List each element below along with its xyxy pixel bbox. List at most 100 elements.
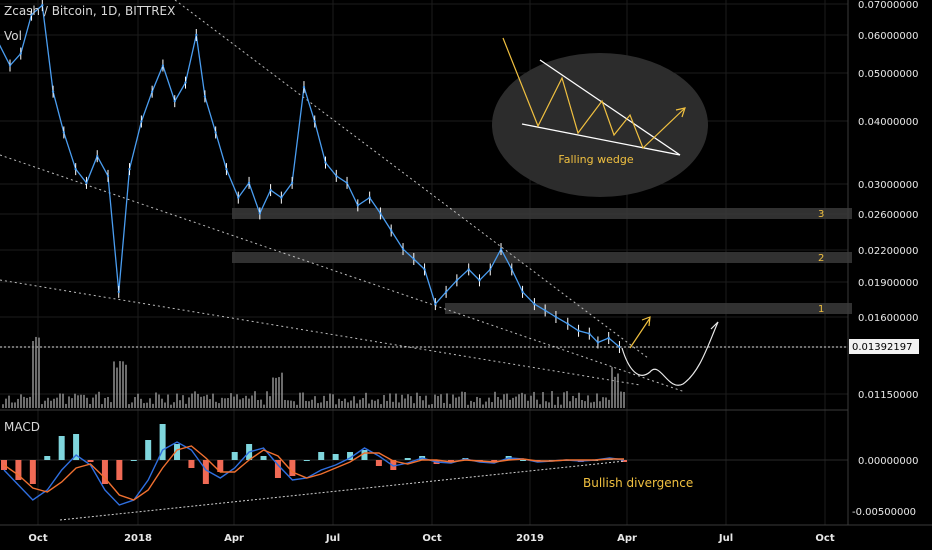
volume-bar [536,399,538,408]
macd-histogram-bar [260,456,267,460]
volume-bar [428,404,430,408]
volume-bar [110,402,112,408]
volume-bar [53,398,55,408]
volume-bar [35,336,37,408]
price-axis[interactable]: 0.07000000 0.06000000 0.05000000 0.04000… [849,0,919,401]
wedge-ellipse [492,53,708,197]
price-point [247,181,251,185]
volume-bar [410,396,412,408]
volume-bar [551,391,553,408]
volume-bar [590,402,592,408]
volume-bar [266,391,268,408]
volume-bar [533,391,535,408]
divergence-trendline [59,460,626,521]
volume-bar [608,399,610,408]
macd-label: MACD [4,420,40,434]
current-price-badge [849,339,919,354]
price-point [489,268,492,271]
volume-bar [518,394,520,408]
volume-bar [182,395,184,408]
volume-bar [281,372,283,408]
volume-bar [371,399,373,408]
volume-bar [593,401,595,408]
volume-bar [476,396,478,408]
volume-bar [614,376,616,408]
time-tick: 2019 [516,533,544,544]
volume-bar [374,400,376,408]
price-point [379,212,382,215]
price-point [237,196,240,199]
volume-bar [209,399,211,408]
volume-bar [584,401,586,408]
volume-bar [296,404,298,408]
volume-bar [2,404,4,408]
wedge-illustration-upper [539,59,681,156]
volume-bar [566,391,568,408]
volume-bar [278,377,280,408]
volume-bar [125,364,127,408]
volume-bar [308,401,310,408]
macd-axis[interactable]: 0.00000000 -0.00500000 [852,456,918,518]
volume-bar [116,367,118,408]
price-tick: 0.01600000 [858,313,918,324]
breakout-arrow [629,317,651,349]
volume-bar [353,396,355,408]
macd-histogram-bar [318,452,325,460]
volume-bar [587,395,589,408]
volume-bar [398,402,400,408]
zone-label-1: 1 [818,304,824,315]
volume-bar [443,402,445,408]
price-point [290,181,294,185]
volume-bar [152,403,154,408]
price-point [577,329,580,332]
wedge-upper-trendline [174,0,649,359]
trend-lines [0,0,686,393]
volume-bar [332,394,334,408]
volume-bar [218,403,220,408]
macd-histogram-bar [447,460,454,462]
time-axis[interactable]: Oct 2018 Apr Jul Oct 2019 Apr Jul Oct [28,533,834,544]
volume-bar [572,395,574,408]
price-tick: 0.05000000 [858,69,918,80]
volume-bar [11,402,13,408]
falling-wedge-illustration: Falling wedge [492,37,708,197]
volume-bar [380,404,382,408]
volume-bar [470,400,472,408]
volume-bar [230,393,232,408]
volume-bar [302,392,304,408]
volume-bar [92,397,94,408]
support-trendline [0,279,641,386]
volume-bar [305,400,307,408]
volume-bar [320,402,322,408]
price-series [0,0,621,354]
price-point [434,302,437,306]
price-point [106,174,110,178]
price-point [412,257,415,261]
volume-series [2,336,625,408]
price-point [499,247,503,251]
macd-histogram-bar [145,440,152,460]
volume-bar [215,401,217,408]
volume-bar [503,394,505,408]
volume-bar [422,400,424,408]
price-point [543,309,547,312]
volume-bar [38,337,40,408]
price-point [225,167,228,171]
volume-bar [401,394,403,408]
price-point [85,181,88,185]
macd-histogram-bar [159,424,166,460]
price-point [140,120,143,123]
price-point [128,167,131,171]
price-point [269,188,272,192]
price-point [389,229,393,232]
volume-bar [68,396,70,408]
price-point [173,99,176,103]
macd-histogram-bar [390,460,397,470]
macd-histogram-bar [116,460,123,480]
volume-bar [530,395,532,408]
volume-bar [491,402,493,408]
bullish-divergence-label: Bullish divergence [583,476,693,490]
volume-bar [122,361,124,408]
volume-bar [368,403,370,408]
